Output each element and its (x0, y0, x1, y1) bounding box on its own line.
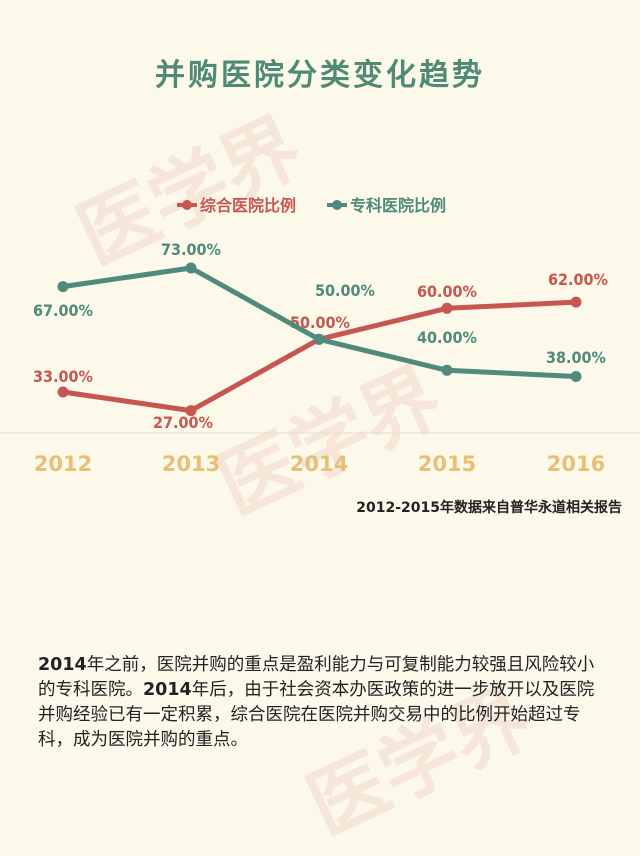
legend-marker (182, 200, 192, 210)
paragraph-year: 2014 (38, 655, 87, 675)
data-label: 50.00% (315, 281, 375, 300)
data-label: 60.00% (417, 282, 477, 301)
data-point (57, 281, 69, 293)
data-label: 40.00% (417, 328, 477, 347)
data-label: 50.00% (290, 313, 350, 332)
chart-title: 并购医院分类变化趋势 (155, 58, 485, 93)
data-label: 67.00% (33, 301, 93, 320)
data-point (570, 371, 582, 382)
data-point (441, 364, 453, 376)
x-tick-label: 2014 (290, 452, 348, 476)
paragraph-text: 年之前，医院并购的重点是盈利能力与可复制能力较强且风险较小的专科医院。 (38, 655, 595, 700)
legend-marker (332, 200, 342, 210)
data-label: 62.00% (548, 270, 608, 289)
data-point (441, 302, 453, 314)
data-label: 73.00% (161, 240, 221, 259)
data-label: 38.00% (546, 348, 606, 367)
x-tick-label: 2016 (547, 452, 605, 476)
paragraph-year: 2014 (143, 680, 192, 700)
data-label: 27.00% (153, 413, 213, 432)
description-paragraph: 2014年之前，医院并购的重点是盈利能力与可复制能力较强且风险较小的专科医院。2… (38, 653, 604, 753)
data-point (185, 405, 197, 417)
line-chart: 综合医院比例 专科医院比例 33.00% 27.00% 50.00% 60.00% 62.0… (0, 196, 640, 476)
data-point (570, 296, 582, 308)
x-tick-label: 2015 (418, 452, 476, 476)
data-point (313, 333, 325, 345)
data-label: 33.00% (33, 367, 93, 386)
data-point (57, 386, 69, 398)
legend-label: 综合医院比例 (200, 196, 296, 215)
data-point (185, 262, 197, 274)
legend-label: 专科医院比例 (350, 196, 446, 215)
source-note: 2012-2015年数据来自普华永道相关报告 (356, 500, 622, 516)
x-tick-label: 2013 (162, 452, 220, 476)
paragraph-text: 年后，由于社会资本办医政策的进一步放开以及医院并购经验已有一定积累，综合医院在医… (38, 680, 595, 750)
x-tick-label: 2012 (34, 452, 92, 476)
